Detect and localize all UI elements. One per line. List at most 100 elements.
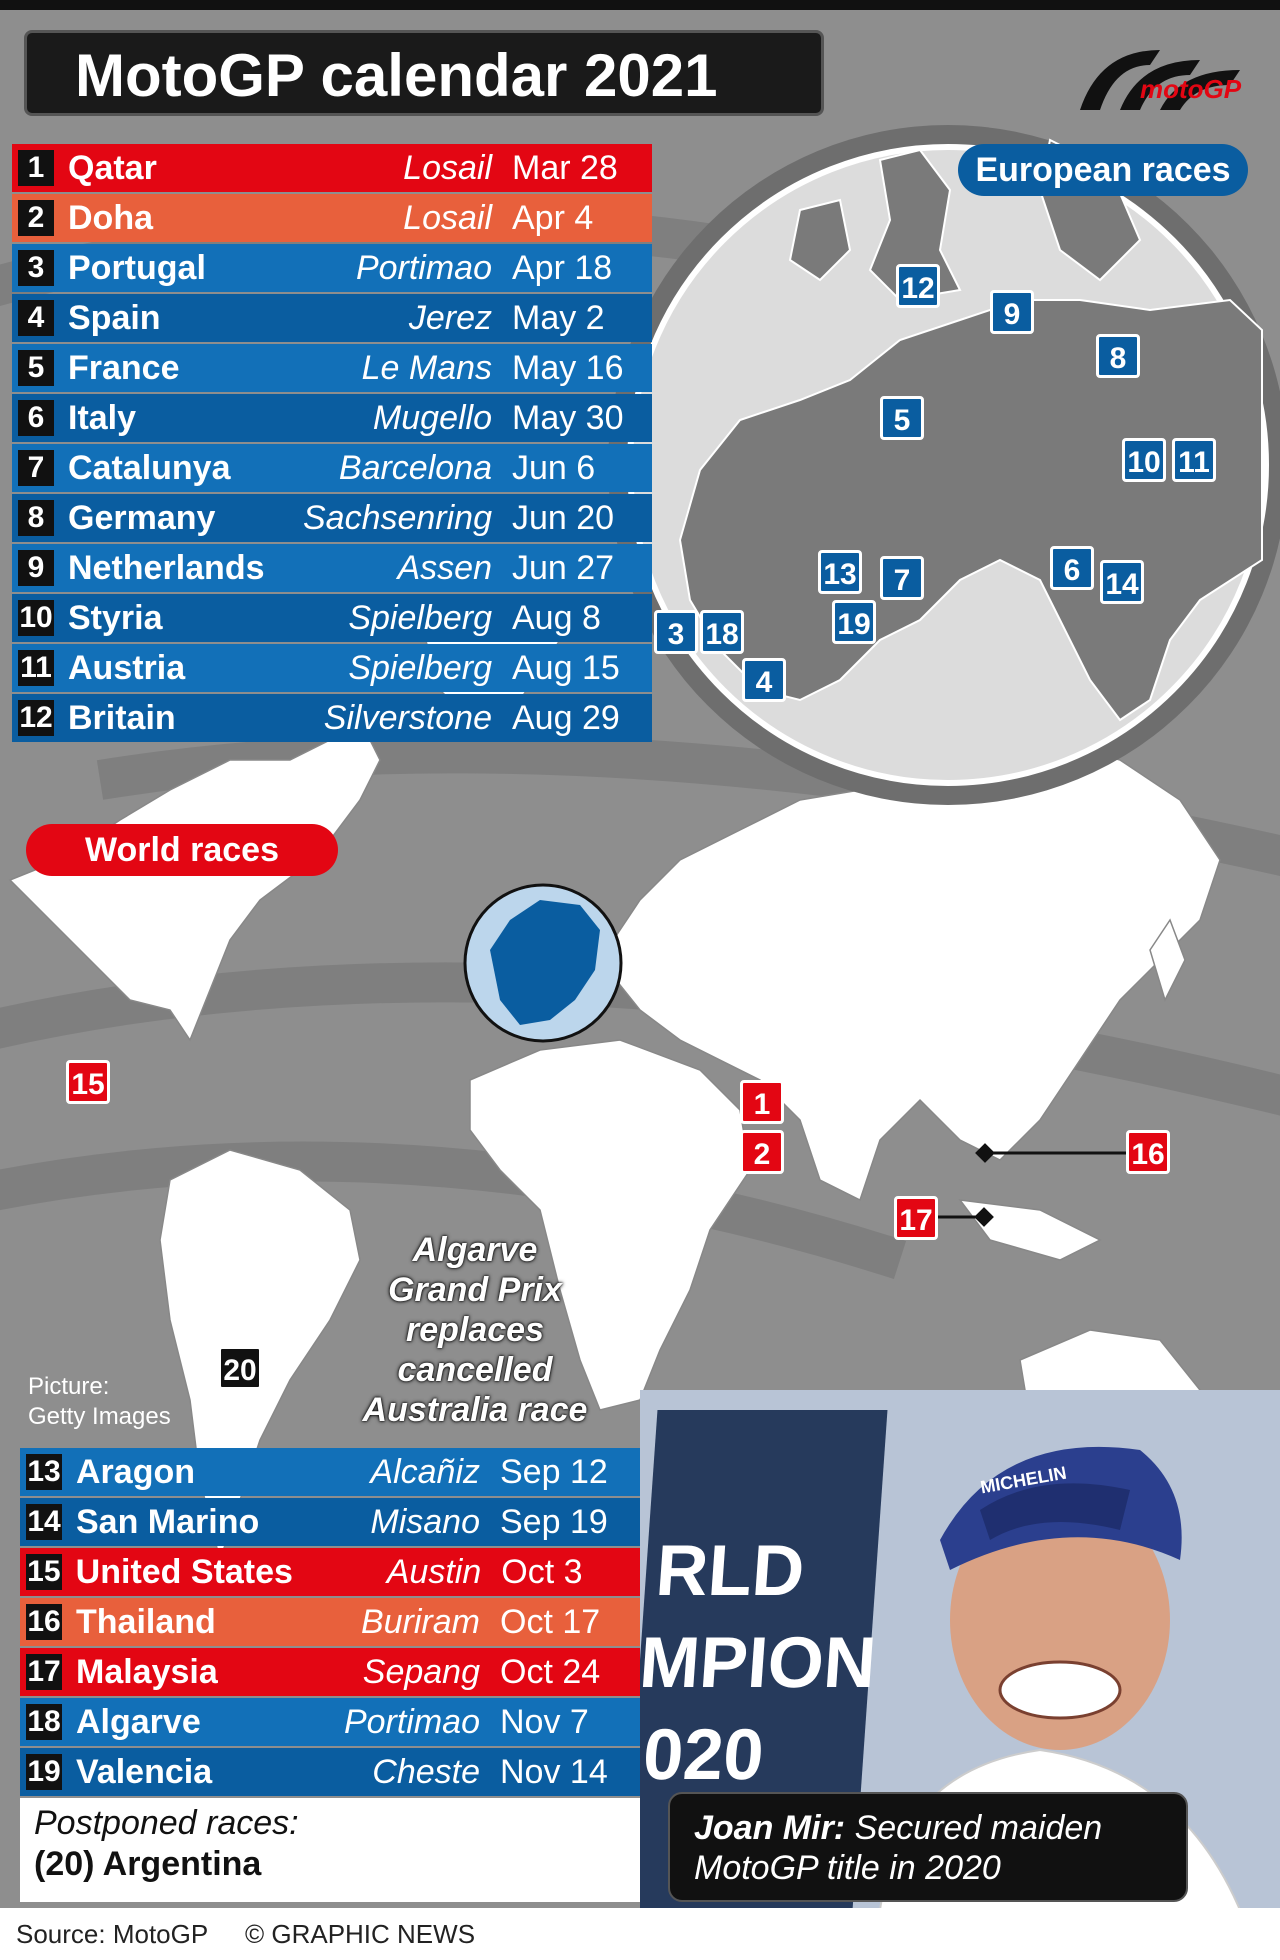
race-row: 4 Spain Jerez May 2 xyxy=(12,294,652,342)
race-country: San Marino xyxy=(76,1502,260,1541)
postponed-item: (20) Argentina xyxy=(34,1845,262,1883)
race-date: May 16 xyxy=(512,348,624,387)
race-country: Britain xyxy=(68,698,176,737)
race-circuit: Sepang xyxy=(362,1652,480,1691)
race-circuit: Buriram xyxy=(360,1602,480,1641)
race-circuit: Portimao xyxy=(343,1702,480,1741)
race-row: 11 Austria Spielberg Aug 15 xyxy=(12,644,652,692)
race-number: 1 xyxy=(18,150,54,186)
note-line: cancelled xyxy=(397,1351,553,1389)
race-number: 7 xyxy=(18,450,54,486)
race-date: Oct 3 xyxy=(501,1552,583,1591)
race-row: 12 Britain Silverstone Aug 29 xyxy=(12,694,652,742)
race-country: Spain xyxy=(68,298,161,337)
race-date: Oct 17 xyxy=(500,1602,601,1641)
race-number: 15 xyxy=(26,1554,62,1590)
race-circuit: Alcañiz xyxy=(370,1452,480,1491)
note-line: replaces xyxy=(406,1311,544,1349)
race-row: 6 Italy Mugello May 30 xyxy=(12,394,652,442)
race-date: Sep 19 xyxy=(500,1502,608,1541)
race-date: Nov 7 xyxy=(500,1702,589,1741)
race-marker-8: 8 xyxy=(1096,334,1140,378)
race-row: 17 Malaysia Sepang Oct 24 xyxy=(20,1648,640,1696)
european-races-label: European races xyxy=(958,144,1248,196)
race-circuit: Le Mans xyxy=(361,348,492,387)
race-marker-10: 10 xyxy=(1122,438,1166,482)
postponed-box: Postponed races: (20) Argentina xyxy=(20,1798,640,1902)
page-title: MotoGP calendar 2021 xyxy=(24,30,824,116)
europe-globe-land xyxy=(678,298,1263,722)
race-row: 5 France Le Mans May 16 xyxy=(12,344,652,392)
race-date: May 2 xyxy=(512,298,605,337)
race-marker-4: 4 xyxy=(742,658,786,702)
race-circuit: Portimao xyxy=(355,248,492,287)
race-circuit: Losail xyxy=(403,148,492,187)
race-row: 7 Catalunya Barcelona Jun 6 xyxy=(12,444,652,492)
race-row: 14 San Marino Misano Sep 19 xyxy=(20,1498,640,1546)
race-number: 10 xyxy=(18,600,54,636)
race-country: Catalunya xyxy=(68,448,231,487)
banner-text: MPION xyxy=(640,1623,879,1703)
race-number: 12 xyxy=(18,700,54,736)
britain-shape xyxy=(868,148,962,302)
race-circuit: Cheste xyxy=(372,1752,480,1791)
race-circuit: Mugello xyxy=(372,398,492,437)
race-date: Aug 8 xyxy=(512,598,601,637)
credit-line: Picture: xyxy=(28,1373,110,1400)
race-date: Aug 15 xyxy=(512,648,620,687)
race-date: Jun 20 xyxy=(512,498,615,537)
race-date: Apr 4 xyxy=(512,198,594,237)
race-marker-11: 11 xyxy=(1172,438,1216,482)
footer-copyright: © GRAPHIC NEWS xyxy=(244,1919,476,1949)
race-row: 15 United States Austin Oct 3 xyxy=(20,1548,640,1596)
race-country: Qatar xyxy=(68,148,157,187)
europe-inset-land xyxy=(490,900,600,1025)
race-row: 18 Algarve Portimao Nov 7 xyxy=(20,1698,640,1746)
race-country: France xyxy=(68,348,180,387)
race-country: Styria xyxy=(68,598,163,637)
race-country: Malaysia xyxy=(76,1652,218,1691)
race-number: 13 xyxy=(26,1454,62,1490)
race-date: Oct 24 xyxy=(500,1652,601,1691)
race-marker-13: 13 xyxy=(818,550,862,594)
race-circuit: Spielberg xyxy=(348,598,492,637)
algarve-note: Algarve Grand Prix replaces cancelled Au… xyxy=(330,1230,620,1430)
race-row: 19 Valencia Cheste Nov 14 xyxy=(20,1748,640,1796)
race-marker-20: 20 xyxy=(218,1346,262,1390)
race-number: 17 xyxy=(26,1654,62,1690)
race-country: Germany xyxy=(68,498,216,537)
race-number: 16 xyxy=(26,1604,62,1640)
africa-shape xyxy=(469,1039,751,1411)
motogp-logo-text: motoGP xyxy=(1140,74,1242,104)
japan-shape xyxy=(1149,918,1186,1003)
race-number: 11 xyxy=(18,650,54,686)
race-marker-14: 14 xyxy=(1100,560,1144,604)
race-country: Aragon xyxy=(76,1452,195,1491)
postponed-title: Postponed races: xyxy=(34,1804,299,1842)
race-row: 1 Qatar Losail Mar 28 xyxy=(12,144,652,192)
world-races-label: World races xyxy=(26,824,338,876)
footer-source: Source: MotoGP xyxy=(16,1919,208,1949)
race-circuit: Jerez xyxy=(408,298,492,337)
race-date: Sep 12 xyxy=(500,1452,608,1491)
race-row: 2 Doha Losail Apr 4 xyxy=(12,194,652,242)
race-marker-2: 2 xyxy=(740,1130,784,1174)
race-date: Aug 29 xyxy=(512,698,620,737)
ireland-shape xyxy=(788,198,852,282)
race-number: 19 xyxy=(26,1754,62,1790)
top-rule xyxy=(0,0,1280,10)
race-date: Mar 28 xyxy=(512,148,618,187)
race-date: Nov 14 xyxy=(500,1752,608,1791)
note-line: Algarve xyxy=(412,1231,538,1269)
race-circuit: Misano xyxy=(370,1502,480,1541)
race-country: Netherlands xyxy=(68,548,265,587)
race-date: Apr 18 xyxy=(512,248,613,287)
picture-credit: Picture: Getty Images xyxy=(28,1372,171,1432)
race-number: 4 xyxy=(18,300,54,336)
banner-text: 020 xyxy=(640,1715,767,1795)
race-country: Italy xyxy=(68,398,137,437)
motogp-logo xyxy=(1080,50,1240,110)
race-number: 5 xyxy=(18,350,54,386)
race-circuit: Losail xyxy=(403,198,492,237)
